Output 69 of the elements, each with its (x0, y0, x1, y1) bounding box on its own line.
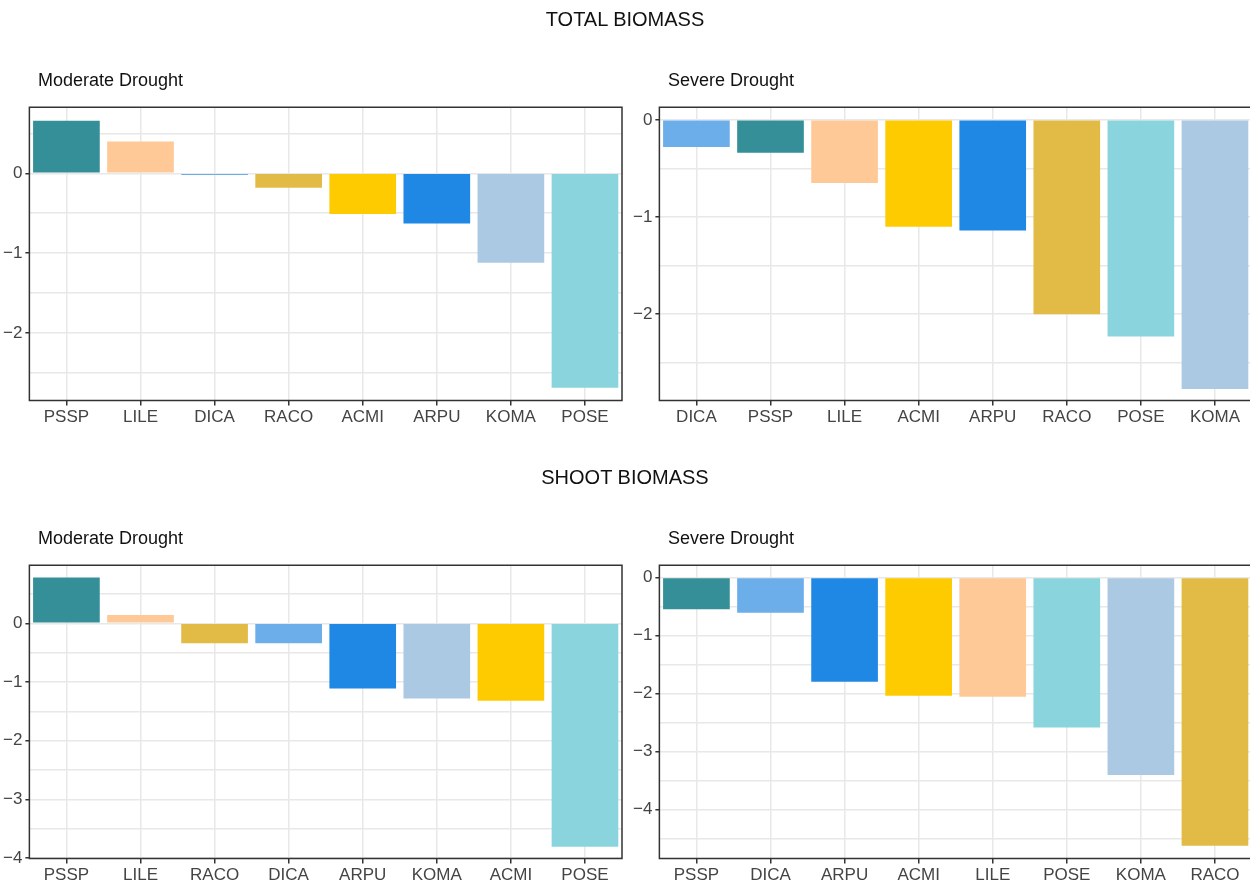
x-tick-label: ACMI (897, 865, 940, 882)
bar (255, 624, 322, 644)
x-tick-label: ARPU (969, 407, 1017, 427)
x-tick-label: POSE (1117, 407, 1165, 427)
chart-subtitle: Moderate Drought (38, 528, 184, 549)
x-tick-label: LILE (123, 865, 158, 882)
y-tick-label: −2 (632, 303, 653, 323)
bar (107, 615, 174, 623)
chart-subtitle: Severe Drought (668, 528, 795, 549)
x-tick-label: LILE (975, 865, 1011, 882)
x-tick-label: ACMI (489, 865, 533, 882)
bar (255, 174, 322, 188)
x-tick-label: DICA (750, 865, 792, 882)
chart-subtitle: Moderate Drought (38, 70, 184, 91)
chart-title: SHOOT BIOMASS (540, 466, 710, 489)
x-tick-label: DICA (194, 407, 236, 427)
x-tick-label: DICA (676, 407, 718, 427)
x-tick-label: PSSP (43, 407, 90, 427)
x-tick-label: ACMI (341, 407, 384, 427)
bar (329, 174, 397, 215)
bar (107, 141, 174, 173)
y-tick-label: 0 (642, 567, 653, 587)
y-tick-label: −1 (632, 625, 653, 645)
bar (181, 624, 248, 644)
bar (477, 624, 545, 701)
y-tick-label: −2 (2, 730, 23, 750)
x-tick-label: ARPU (413, 407, 461, 427)
x-tick-label: KOMA (411, 865, 463, 882)
x-tick-label: RACO (1190, 865, 1240, 882)
x-tick-label: ACMI (897, 407, 940, 427)
x-tick-label: RACO (264, 407, 314, 427)
y-tick-label: −4 (2, 847, 23, 867)
x-tick-label: POSE (561, 865, 609, 882)
x-tick-label: KOMA (1189, 407, 1241, 427)
y-tick-label: −1 (2, 242, 23, 262)
y-tick-label: −2 (2, 322, 23, 342)
x-tick-label: LILE (827, 407, 863, 427)
x-tick-label: PSSP (43, 865, 90, 882)
bar (477, 174, 545, 263)
chart-title: TOTAL BIOMASS (544, 8, 706, 31)
x-tick-label: ARPU (820, 865, 869, 882)
bar (551, 174, 619, 388)
bar (33, 120, 100, 173)
y-tick-label: −2 (632, 683, 653, 703)
x-tick-label: RACO (1042, 407, 1092, 427)
x-tick-label: DICA (268, 865, 310, 882)
bar (403, 174, 471, 224)
x-tick-label: POSE (561, 407, 609, 427)
y-tick-label: −1 (2, 671, 23, 691)
y-tick-label: 0 (12, 163, 23, 183)
y-tick-label: 0 (12, 612, 23, 632)
bar (403, 624, 471, 699)
x-tick-label: KOMA (485, 407, 537, 427)
x-tick-label: ARPU (339, 865, 387, 882)
y-tick-label: −4 (632, 799, 653, 818)
bar (33, 577, 100, 623)
x-tick-label: PSSP (747, 407, 794, 427)
x-tick-label: RACO (190, 865, 240, 882)
x-tick-label: KOMA (1115, 865, 1167, 882)
chart-subtitle: Severe Drought (668, 70, 795, 91)
y-tick-label: 0 (642, 109, 653, 129)
y-tick-label: −1 (632, 206, 653, 226)
y-tick-label: −3 (2, 789, 23, 809)
x-tick-label: LILE (123, 407, 158, 427)
y-tick-label: −3 (632, 741, 653, 761)
bar (551, 624, 619, 847)
x-tick-label: POSE (1043, 865, 1091, 882)
x-tick-label: PSSP (673, 865, 720, 882)
bar (329, 624, 397, 689)
